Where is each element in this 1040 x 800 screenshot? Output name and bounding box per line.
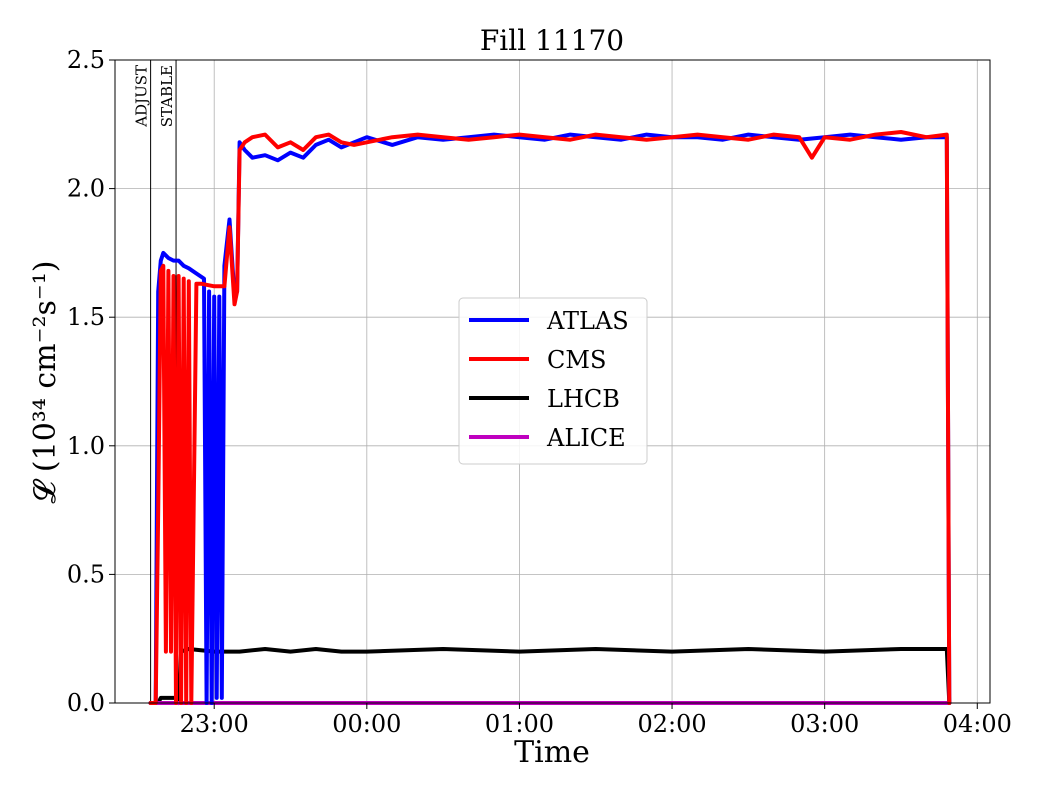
y-tick-label: 2.5 (67, 46, 105, 74)
x-tick-label: 03:00 (790, 710, 859, 738)
legend-label-lhcb: LHCB (547, 385, 620, 413)
phase-label-stable: STABLE (158, 65, 176, 127)
y-tick-label: 0.5 (67, 560, 105, 588)
chart-title: Fill 11170 (480, 24, 624, 57)
legend-label-alice: ALICE (546, 424, 626, 452)
y-axis: 0.0 0.5 1.0 1.5 2.0 2.5 (67, 46, 115, 717)
legend-box (458, 297, 648, 465)
legend-label-cms: CMS (547, 346, 606, 374)
y-tick-label: 1.0 (67, 432, 105, 460)
y-tick-label: 1.5 (67, 303, 105, 331)
x-axis-label: Time (514, 735, 590, 770)
y-tick-label: 0.0 (67, 689, 105, 717)
x-tick-label: 00:00 (332, 710, 401, 738)
series-line-cms (148, 130, 952, 705)
x-axis: 23:00 00:00 01:00 02:00 03:00 04:00 (180, 703, 1012, 738)
legend: ATLAS CMS LHCB ALICE (458, 297, 648, 465)
x-tick-label: 02:00 (637, 710, 706, 738)
legend-label-atlas: ATLAS (546, 307, 629, 335)
x-tick-label: 04:00 (943, 710, 1012, 738)
x-tick-label: 01:00 (485, 710, 554, 738)
y-axis-label: 𝓛 (10³⁴ cm⁻²s⁻¹) (28, 261, 63, 504)
phase-label-adjust: ADJUST (133, 65, 151, 128)
x-tick-label: 23:00 (180, 710, 249, 738)
y-tick-label: 2.0 (67, 175, 105, 203)
plot-frame (114, 59, 991, 704)
